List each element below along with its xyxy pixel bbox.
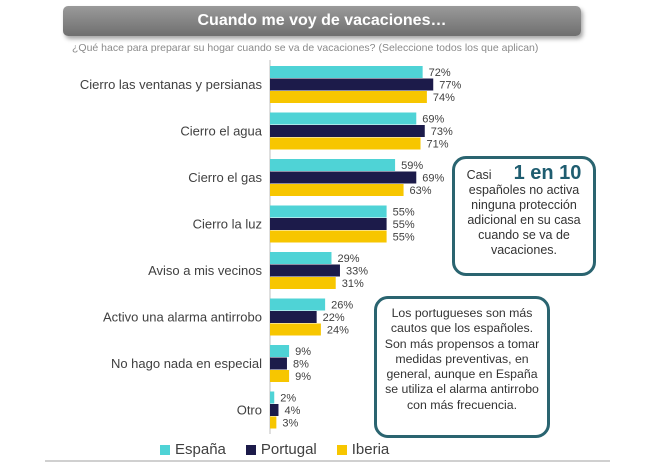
callout-portugal-comparison: Los portugueses son más cautos que los e… (374, 296, 550, 438)
bar (270, 205, 387, 218)
bar (270, 112, 417, 125)
bar (270, 230, 387, 243)
data-label: 24% (327, 325, 349, 337)
data-label: 55% (393, 232, 415, 244)
chart-subtitle: ¿Qué hace para preparar su hogar cuando … (72, 42, 539, 54)
callout-headline: Casi 1 en 10 (461, 162, 587, 184)
category-label: No hago nada en especial (111, 356, 262, 371)
data-label: 33% (346, 266, 368, 278)
data-label: 26% (331, 300, 353, 312)
bar (270, 391, 275, 404)
data-label: 29% (337, 253, 359, 265)
bar (270, 91, 427, 103)
data-label: 74% (433, 92, 455, 104)
bar (270, 277, 336, 289)
bar (270, 218, 387, 230)
bar (270, 298, 326, 311)
bar (270, 345, 290, 357)
category-label: Otro (237, 402, 262, 417)
bar (270, 370, 290, 382)
data-label: 9% (295, 371, 311, 383)
bar (270, 357, 287, 370)
legend-item: España (160, 441, 226, 458)
legend-label: España (175, 441, 226, 458)
data-label: 22% (323, 312, 345, 324)
category-label: Cierro el agua (180, 123, 262, 138)
legend-swatch (336, 444, 347, 455)
bar (270, 264, 340, 277)
data-label: 2% (280, 393, 296, 405)
bar (270, 137, 421, 150)
data-label: 3% (282, 418, 298, 430)
legend-item: Portugal (245, 441, 317, 458)
data-label: 9% (295, 346, 311, 358)
data-label: 59% (401, 160, 423, 172)
data-label: 69% (422, 114, 444, 126)
category-label: Cierro la luz (193, 216, 262, 231)
data-label: 63% (410, 185, 432, 197)
category-label: Activo una alarma antirrobo (103, 309, 262, 324)
callout-lead: Casi (466, 168, 492, 182)
callout-body: españoles no activa ninguna protección a… (467, 183, 581, 257)
legend-item: Iberia (336, 441, 390, 458)
callout-body: Los portugueses son más cautos que los e… (384, 306, 540, 412)
divider (45, 460, 610, 462)
data-label: 71% (427, 139, 449, 151)
legend-label: Portugal (260, 441, 317, 458)
bar (270, 159, 396, 171)
bar (270, 323, 321, 336)
category-label: Cierro las ventanas y persianas (80, 77, 263, 92)
data-label: 55% (393, 207, 415, 219)
legend-swatch (245, 444, 256, 455)
legend-label: Iberia (351, 441, 390, 458)
callout-spain-no-protection: Casi 1 en 10 españoles no activa ninguna… (452, 156, 596, 276)
category-label: Cierro el gas (188, 170, 262, 185)
data-label: 31% (342, 278, 364, 290)
bar (270, 404, 279, 416)
bar (270, 416, 277, 429)
data-label: 73% (431, 126, 453, 138)
data-label: 8% (293, 359, 309, 371)
data-label: 4% (284, 405, 300, 417)
chart-legend: España Portugal Iberia (160, 441, 389, 458)
category-label: Aviso a mis vecinos (148, 263, 262, 278)
callout-highlight: 1 en 10 (513, 162, 582, 184)
legend-swatch (160, 444, 170, 455)
bar (270, 252, 332, 264)
bar (270, 125, 425, 137)
chart-title: Cuando me voy de vacaciones… (63, 6, 581, 36)
bar (270, 311, 317, 323)
data-label: 72% (429, 67, 451, 79)
bar (270, 171, 417, 184)
bar (270, 78, 434, 91)
data-label: 69% (422, 173, 444, 185)
data-label: 77% (439, 80, 461, 92)
data-label: 55% (393, 219, 415, 231)
bar (270, 184, 404, 196)
bar (270, 66, 423, 78)
